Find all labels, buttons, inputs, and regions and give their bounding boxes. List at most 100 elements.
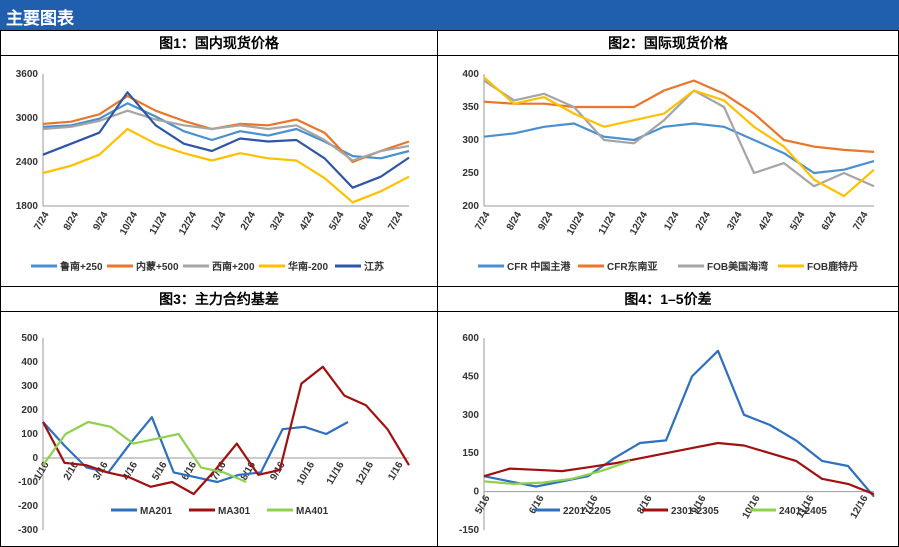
x-tick-label: 5/24 (327, 210, 346, 233)
y-tick-label: 600 (462, 333, 479, 344)
chart-panel-2: 图2：国际现货价格 200 250 300 350 400 7/24 8/24 9/24 10/… (437, 30, 899, 287)
x-tick-label: 12/24 (177, 210, 199, 238)
y-tick-label: 200 (21, 405, 38, 416)
x-tick-label: 7/24 (386, 210, 405, 233)
y-tick-label: 350 (462, 102, 479, 113)
y-tick-label: 2400 (16, 157, 39, 168)
x-tick-label: 12/16 (354, 460, 376, 488)
x-tick-label: 1/24 (209, 210, 228, 233)
y-tick-label: 0 (32, 453, 38, 464)
y-tick-label: 0 (473, 487, 479, 498)
y-tick-label: 400 (462, 69, 479, 80)
legend-label: 西南+200 (212, 260, 255, 273)
x-tick-label: 1/16 (386, 460, 405, 483)
x-tick-label: 10/24 (565, 210, 587, 238)
x-tick-label: 10/24 (118, 210, 140, 238)
series-line-1 (483, 349, 875, 498)
x-tick-label: 8/24 (62, 210, 81, 233)
x-tick-label: 3/24 (725, 210, 744, 233)
x-tick-label: 6/16 (527, 493, 546, 516)
section-banner: 主要图表 (0, 0, 899, 30)
x-tick-label: 8/16 (635, 493, 654, 516)
legend-label: 2301-2305 (671, 506, 719, 517)
x-tick-label: 11/24 (597, 210, 619, 237)
y-tick-label: 3600 (16, 69, 39, 80)
legend-label: 江苏 (364, 260, 384, 273)
x-tick-label: 6/16 (180, 460, 199, 483)
series-line-4 (483, 76, 875, 198)
legend-label: MA201 (140, 506, 173, 517)
legend-label: 鲁南+250 (59, 260, 103, 273)
chart-panel-4: 图4：1–5价差 -150 0 150 300 450 600 5/16 6/16 7/16 8/… (437, 286, 899, 547)
x-tick-label: 4/24 (298, 210, 317, 233)
legend-label: 华南-200 (288, 260, 328, 273)
x-tick-label: 8/24 (505, 210, 524, 233)
legend-label: FOB鹿特丹 (807, 260, 858, 273)
series-line-3 (42, 109, 410, 162)
series-line-3 (483, 459, 631, 485)
x-tick-label: 9/24 (536, 210, 555, 233)
x-tick-label: 10/16 (295, 460, 317, 488)
series-line-4 (42, 127, 410, 204)
series-line-3 (42, 420, 247, 484)
chart-panel-3: 图3：主力合约基差 -300 -200 -100 0 100 200 300 400 500 1/… (0, 286, 438, 547)
legend-label: 内蒙+500 (136, 260, 179, 273)
y-tick-label: 250 (462, 168, 479, 179)
series-line-1 (42, 102, 410, 160)
legend-label: CFR东南亚 (607, 260, 658, 273)
series-line-2 (483, 441, 875, 496)
x-tick-label: 11/16 (325, 460, 347, 487)
x-tick-label: 12/24 (628, 210, 650, 238)
x-tick-label: 5/16 (150, 460, 169, 483)
x-tick-label: 11/24 (148, 210, 170, 237)
legend-label: CFR 中国主港 (507, 260, 571, 273)
legend-label: MA301 (218, 506, 251, 517)
chart-title-2: 图2：国际现货价格 (438, 31, 898, 56)
chart-title-1: 图1：国内现货价格 (1, 31, 437, 56)
y-tick-label: 400 (21, 357, 38, 368)
y-tick-label: -200 (18, 501, 38, 512)
series-line-2 (483, 79, 875, 153)
y-tick-label: 300 (462, 135, 479, 146)
chart-2-plot: 200 250 300 350 400 7/24 8/24 9/24 10/24 11/24 12/… (462, 69, 875, 273)
series-line-1 (42, 416, 349, 484)
x-tick-label: 2/24 (694, 210, 713, 233)
x-tick-label: 1/24 (662, 210, 681, 233)
x-tick-label: 9/24 (91, 210, 110, 233)
x-tick-label: 7/24 (851, 210, 870, 233)
chart-title-3: 图3：主力合约基差 (1, 287, 437, 312)
y-tick-label: 3000 (16, 113, 39, 124)
y-tick-label: 150 (462, 448, 479, 459)
series-line-2 (42, 365, 410, 496)
x-tick-label: 10/16 (741, 493, 763, 521)
x-tick-label: 2/24 (239, 210, 258, 233)
x-tick-label: 3/24 (268, 210, 287, 233)
series-line-1 (483, 122, 875, 175)
x-tick-label: 6/24 (820, 210, 839, 233)
y-tick-label: 1800 (16, 201, 39, 212)
x-tick-label: 7/24 (473, 210, 492, 233)
y-tick-label: 500 (21, 333, 38, 344)
y-tick-label: 300 (21, 381, 38, 392)
series-line-2 (42, 94, 410, 164)
legend-label: FOB美国海湾 (707, 260, 768, 273)
chart-grid: 图1：国内现货价格 1800 2400 3000 3600 7/24 8/24 9/24 10… (0, 30, 899, 547)
y-tick-label: -300 (18, 525, 38, 536)
chart-1-plot: 1800 2400 3000 3600 7/24 8/24 9/24 10/24 11/24 12… (16, 69, 410, 273)
legend-label: 2201-2205 (563, 506, 611, 517)
y-tick-label: -100 (18, 477, 38, 488)
legend-label: MA401 (296, 506, 329, 517)
chart-panel-1: 图1：国内现货价格 1800 2400 3000 3600 7/24 8/24 9/24 10… (0, 30, 438, 287)
series-line-5 (42, 91, 410, 189)
chart-title-4: 图4：1–5价差 (438, 287, 898, 312)
y-tick-label: 300 (462, 410, 479, 421)
legend-label: 2401-2405 (779, 506, 827, 517)
y-tick-label: 450 (462, 371, 479, 382)
x-tick-label: 4/24 (757, 210, 776, 233)
y-tick-label: 200 (462, 201, 479, 212)
x-tick-label: 7/24 (32, 210, 51, 233)
x-tick-label: 5/24 (788, 210, 807, 233)
section-title: 主要图表 (6, 9, 74, 28)
series-line-3 (483, 79, 875, 188)
